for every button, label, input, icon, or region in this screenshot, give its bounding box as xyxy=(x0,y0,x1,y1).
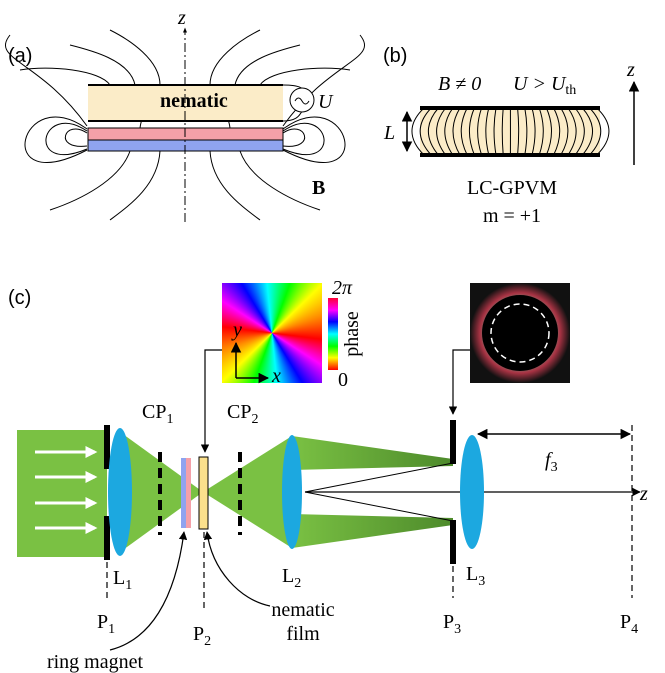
y-label: y xyxy=(231,319,242,341)
element-label-base: P xyxy=(193,623,204,645)
element-label-base: CP xyxy=(142,401,166,423)
field-line xyxy=(210,151,260,220)
figure: (a) z nematic U B (b) B ≠ 0 U > Uth L z … xyxy=(0,0,665,673)
film-label: nematic xyxy=(271,599,334,621)
element-label: CP2 xyxy=(227,401,258,427)
element-label-sub: 3 xyxy=(454,622,461,637)
field-line xyxy=(283,117,345,162)
aperture xyxy=(104,425,110,469)
element-label-base: P xyxy=(443,611,454,633)
element-label-sub: 2 xyxy=(294,576,301,591)
element-label: L1 xyxy=(113,567,132,593)
colorbar xyxy=(328,298,338,370)
element-label: L2 xyxy=(282,565,301,591)
magnet-north xyxy=(186,458,191,528)
field-line xyxy=(20,68,110,85)
focal-sub: 3 xyxy=(551,460,558,475)
axis-label: z xyxy=(626,59,635,81)
element-label: CP1 xyxy=(142,401,173,427)
element-label-sub: 1 xyxy=(108,622,115,637)
panel-label: (c) xyxy=(8,287,31,309)
element-label-sub: 4 xyxy=(631,622,638,637)
ac-source xyxy=(290,88,314,112)
element-label-sub: 1 xyxy=(166,412,173,427)
thickness-label: L xyxy=(383,122,395,144)
element-label-sub: 2 xyxy=(204,634,211,649)
voltage-label: U xyxy=(318,91,334,113)
element-label-base: CP xyxy=(227,401,251,423)
pointer xyxy=(453,350,470,414)
device-label: LC-GPVM xyxy=(467,177,557,199)
lens xyxy=(282,435,302,549)
element-label-base: L xyxy=(282,565,294,587)
field-line xyxy=(25,117,87,162)
field-line xyxy=(283,129,305,146)
input-beam xyxy=(17,430,107,557)
element-label: P1 xyxy=(97,611,115,637)
element-label-sub: 3 xyxy=(478,574,485,589)
annular-beam xyxy=(292,436,453,470)
colorbar-max: 2π xyxy=(332,277,353,299)
film-label: film xyxy=(286,623,320,645)
annular-beam xyxy=(292,514,453,548)
element-label-sub: 2 xyxy=(251,412,258,427)
element-label: L3 xyxy=(466,563,485,589)
field-label: B xyxy=(312,177,325,199)
nematic-film xyxy=(199,457,208,529)
lens xyxy=(460,435,484,549)
condition: U > Uth xyxy=(513,73,576,98)
element-label-base: L xyxy=(466,563,478,585)
aperture xyxy=(450,420,456,464)
field-line xyxy=(110,151,160,220)
panel-label: (b) xyxy=(383,45,407,67)
magnet-south xyxy=(181,458,186,528)
condition-text: B ≠ 0 xyxy=(438,73,481,95)
aperture xyxy=(450,520,456,564)
element-label: P2 xyxy=(193,623,211,649)
element-label: P4 xyxy=(620,611,638,637)
colorbar-title: phase xyxy=(341,311,363,357)
ring-magnet-label: ring magnet xyxy=(47,651,144,673)
aperture xyxy=(104,516,110,560)
field-line xyxy=(110,30,160,85)
dark-core xyxy=(482,295,558,371)
condition: B ≠ 0 xyxy=(438,73,481,95)
element-label-sub: 1 xyxy=(125,578,132,593)
element-label-base: P xyxy=(620,611,631,633)
charge-label: m = +1 xyxy=(483,205,541,227)
field-line xyxy=(283,123,324,154)
layer-label: nematic xyxy=(160,90,228,112)
colorbar-min: 0 xyxy=(338,369,348,391)
element-label: P3 xyxy=(443,611,461,637)
x-label: x xyxy=(271,365,281,387)
pointer xyxy=(205,350,222,452)
subscript: th xyxy=(565,83,576,98)
element-label-base: L xyxy=(113,567,125,589)
axis-label: z xyxy=(177,7,186,29)
element-label-base: P xyxy=(97,611,108,633)
field-line xyxy=(210,30,260,85)
focal-label: f3 xyxy=(545,449,558,475)
condition-text: U > U xyxy=(513,73,567,95)
field-line xyxy=(65,129,87,146)
axis-label: z xyxy=(639,483,648,505)
field-line xyxy=(260,68,350,85)
lens xyxy=(108,428,132,556)
page: (a) z nematic U B (b) B ≠ 0 U > Uth L z … xyxy=(0,0,665,673)
diverging-beam xyxy=(203,436,292,548)
field-line xyxy=(46,123,87,154)
pointer xyxy=(207,532,270,606)
